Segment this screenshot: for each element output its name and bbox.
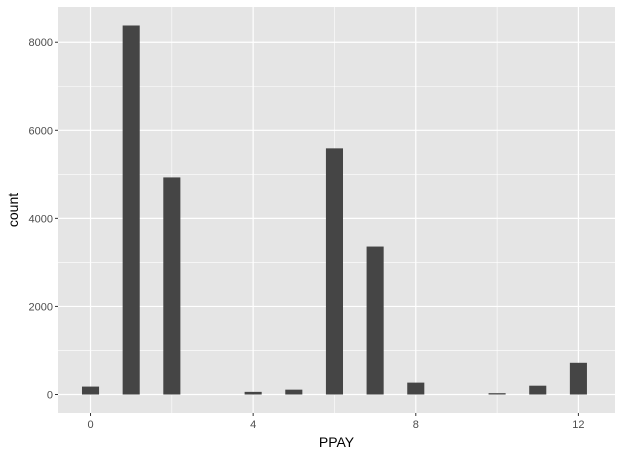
y-axis-title: count [5,193,21,227]
x-tick-label: 0 [87,419,93,431]
y-tick-label: 0 [47,390,53,402]
bar [163,177,181,395]
bar [407,382,425,395]
bar [244,391,262,395]
x-tick-label: 12 [572,419,584,431]
bar [285,389,303,395]
y-tick-label: 6000 [29,125,53,137]
y-tick-label: 4000 [29,213,53,225]
bar [529,385,547,395]
bar [325,148,344,395]
bar [122,25,140,395]
x-tick-label: 4 [250,419,256,431]
x-axis-title: PPAY [319,434,355,450]
y-tick-label: 2000 [29,301,53,313]
y-tick-label: 8000 [29,37,53,49]
x-tick-label: 8 [413,419,419,431]
bar [569,362,587,395]
bar [366,246,384,395]
bar [81,386,100,395]
bar [488,393,506,395]
